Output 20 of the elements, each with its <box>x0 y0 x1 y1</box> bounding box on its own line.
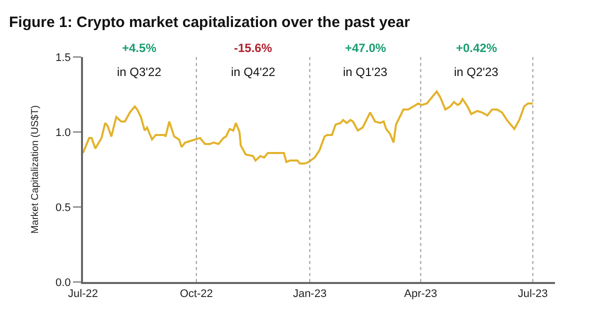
y-tick-label: 1.5 <box>56 52 71 64</box>
annotation: in Q4'22 <box>231 65 276 79</box>
y-tick-label: 0.0 <box>56 276 71 289</box>
chart-title: Figure 1: Crypto market capitalization over the past year <box>9 14 410 31</box>
x-tick-label: Jul-23 <box>518 288 548 300</box>
x-tick-label: Jan-23 <box>292 288 327 300</box>
text: +4.5% <box>122 41 157 55</box>
y-tick-label: 0.5 <box>56 202 71 214</box>
annotation: in Q1'23 <box>343 65 388 79</box>
y-axis-title: Market Capitalization (US$T) <box>30 105 42 234</box>
text: -15.6% <box>234 41 272 55</box>
y-tick-label: 1.0 <box>56 126 71 139</box>
annotation: in Q2'23 <box>454 65 499 79</box>
x-tick-label: Apr-23 <box>404 288 438 300</box>
text: +47.0% <box>345 41 386 55</box>
line-series <box>83 90 534 164</box>
text: +0.42% <box>456 41 498 55</box>
annotation: in Q3'22 <box>117 65 162 79</box>
x-tick-label: Oct-22 <box>180 288 213 300</box>
x-tick-label: Jul-22 <box>68 288 98 300</box>
